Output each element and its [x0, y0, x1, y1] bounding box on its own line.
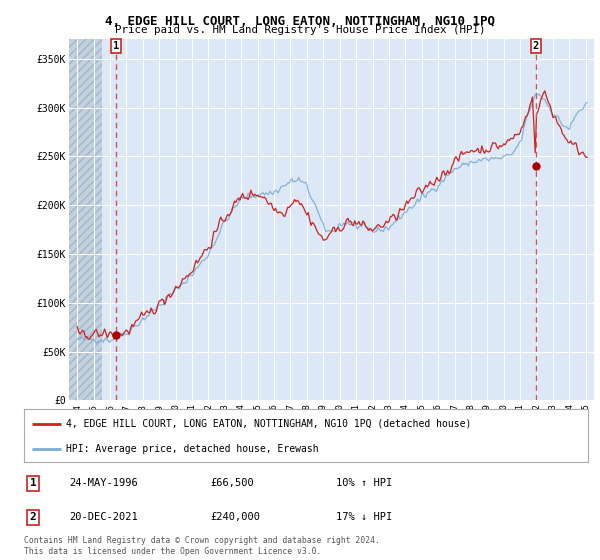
Text: £240,000: £240,000	[210, 512, 260, 522]
Text: 17% ↓ HPI: 17% ↓ HPI	[336, 512, 392, 522]
Text: 10% ↑ HPI: 10% ↑ HPI	[336, 478, 392, 488]
Text: 2: 2	[29, 512, 37, 522]
Text: 4, EDGE HILL COURT, LONG EATON, NOTTINGHAM, NG10 1PQ: 4, EDGE HILL COURT, LONG EATON, NOTTINGH…	[105, 15, 495, 27]
Text: 20-DEC-2021: 20-DEC-2021	[69, 512, 138, 522]
Text: 2: 2	[533, 41, 539, 51]
Text: 24-MAY-1996: 24-MAY-1996	[69, 478, 138, 488]
Text: HPI: Average price, detached house, Erewash: HPI: Average price, detached house, Erew…	[66, 444, 319, 454]
Text: £66,500: £66,500	[210, 478, 254, 488]
Text: 4, EDGE HILL COURT, LONG EATON, NOTTINGHAM, NG10 1PQ (detached house): 4, EDGE HILL COURT, LONG EATON, NOTTINGH…	[66, 419, 472, 429]
Text: 1: 1	[113, 41, 119, 51]
Text: 1: 1	[29, 478, 37, 488]
Text: Contains HM Land Registry data © Crown copyright and database right 2024.
This d: Contains HM Land Registry data © Crown c…	[24, 536, 380, 556]
Bar	[69, 39, 102, 400]
Text: Price paid vs. HM Land Registry's House Price Index (HPI): Price paid vs. HM Land Registry's House …	[115, 25, 485, 35]
